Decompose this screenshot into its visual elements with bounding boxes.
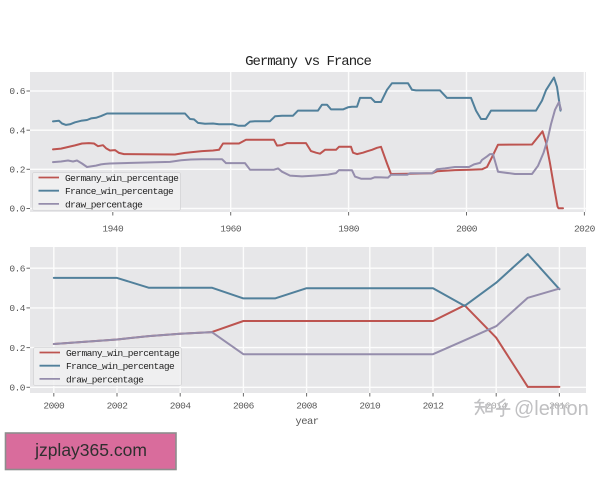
svg-text:0.6: 0.6 <box>9 86 25 97</box>
svg-text:0.6: 0.6 <box>9 263 25 274</box>
svg-text:2004: 2004 <box>170 401 192 412</box>
svg-text:2010: 2010 <box>359 401 381 412</box>
svg-text:draw_percentage: draw_percentage <box>65 199 143 210</box>
svg-text:1960: 1960 <box>220 224 242 235</box>
svg-text:1980: 1980 <box>338 224 360 235</box>
svg-text:0.2: 0.2 <box>9 165 25 176</box>
svg-text:2012: 2012 <box>423 401 445 412</box>
svg-text:2002: 2002 <box>107 401 129 412</box>
svg-text:2000: 2000 <box>43 401 65 412</box>
svg-text:draw_percentage: draw_percentage <box>66 374 144 385</box>
svg-text:year: year <box>295 416 318 428</box>
svg-text:0.0: 0.0 <box>9 204 25 215</box>
svg-text:2008: 2008 <box>296 401 318 412</box>
svg-text:2014: 2014 <box>486 401 508 412</box>
svg-text:0.0: 0.0 <box>9 383 25 394</box>
svg-text:2006: 2006 <box>233 401 255 412</box>
svg-text:Germany_win_percentage: Germany_win_percentage <box>66 348 180 359</box>
svg-text:France_win_percentage: France_win_percentage <box>65 186 174 197</box>
svg-text:2020: 2020 <box>574 224 596 235</box>
svg-text:France_win_percentage: France_win_percentage <box>66 361 175 372</box>
svg-text:0.4: 0.4 <box>9 125 25 136</box>
svg-text:2000: 2000 <box>456 224 478 235</box>
svg-text:Germany vs France: Germany vs France <box>245 54 371 70</box>
svg-text:Germany_win_percentage: Germany_win_percentage <box>65 173 179 184</box>
svg-text:0.4: 0.4 <box>9 303 25 314</box>
svg-text:2016: 2016 <box>549 401 571 412</box>
svg-text:@lemon: @lemon <box>514 398 589 420</box>
svg-text:jzplay365.com: jzplay365.com <box>34 440 147 460</box>
svg-text:0.2: 0.2 <box>9 343 25 354</box>
svg-text:1940: 1940 <box>102 224 124 235</box>
